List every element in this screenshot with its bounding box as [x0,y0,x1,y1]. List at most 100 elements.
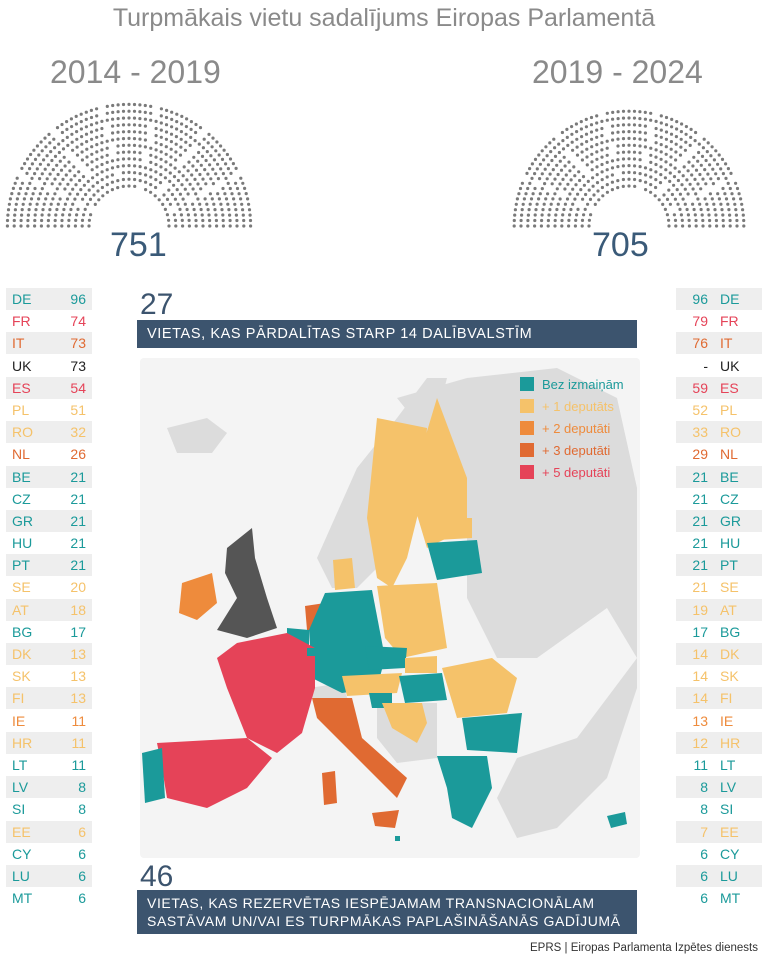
seat-dot [43,182,47,186]
seat-dot [35,202,39,206]
seat-dot [687,224,691,228]
seat-dot [111,110,115,114]
country-code: SI [720,801,734,818]
seat-dot [173,197,177,201]
seat-dot [121,102,126,107]
seat-dot [610,166,615,170]
seat-dot [116,117,120,121]
seat-dot [61,139,65,143]
seat-dot [199,207,203,212]
seat-dot [121,130,126,134]
seat-dot [659,128,663,132]
legend-label: Bez izmaiņām [542,376,624,392]
table-row: ES 54 [6,376,92,399]
country-code: AT [12,601,29,618]
seat-count: 21 [692,468,708,485]
country-code: EE [720,823,739,840]
seat-dot [556,202,560,206]
seat-dot [568,213,572,217]
seat-dot [589,115,594,120]
seat-dot [574,122,578,126]
seat-count: 73 [70,357,86,374]
seat-dot [665,197,670,201]
seat-dot [143,110,147,114]
seat-dot [212,158,216,162]
seat-dot [220,157,225,161]
seat-dot [235,186,240,191]
seat-dot [575,130,579,134]
seat-count: 76 [692,335,708,352]
seat-dot [79,112,83,116]
seat-dot [632,143,637,147]
seat-dot [53,224,57,228]
seat-dot [574,218,578,222]
seat-dot [514,202,518,206]
seat-dot [88,197,93,201]
seat-dot [633,164,637,168]
seat-dot [41,208,45,212]
seat-dot [585,163,589,167]
seat-dot [90,168,94,172]
seat-dot [680,122,684,126]
seat-dot [724,197,729,201]
seat-dot [688,143,692,147]
seat-dot [737,192,741,196]
country-code: PL [720,401,738,418]
seat-dot [149,183,153,187]
seat-dot [544,145,548,149]
seat-dot [571,148,575,152]
seat-dot [59,168,64,172]
seat-dot [632,150,637,154]
seat-dot [554,213,558,217]
seat-dot [181,197,185,201]
seat-dot [127,157,131,161]
map-denmark [333,558,355,590]
seat-dot [721,224,725,228]
seat-dot [38,177,42,181]
seat-dot [80,150,84,154]
seat-dot [649,183,653,187]
seat-dot [649,160,653,164]
seat-dot [714,149,718,153]
left-total-seats: 751 [110,226,167,264]
seat-dot [616,110,620,114]
seat-dot [67,224,71,228]
seat-dot [13,213,17,217]
seat-count: 21 [692,557,708,574]
seat-dot [595,143,599,147]
seat-dot [154,148,158,152]
seat-dot [60,122,64,127]
seat-dot [590,160,594,164]
seat-dot [46,192,50,196]
seat-dot [111,138,115,142]
seat-dot [570,132,574,136]
country-code: BE [12,468,31,485]
seat-dot [30,162,34,166]
seat-dot [686,169,690,173]
seat-dot [557,142,561,146]
map-malta [395,836,400,841]
seat-dot [20,181,24,185]
seat-dot [68,169,72,173]
seat-dot [154,162,158,167]
seat-dot [164,145,168,149]
country-code: SK [720,668,739,685]
seat-dot [196,197,200,201]
seat-dot [548,141,552,145]
seat-dot [82,183,86,187]
legend-swatch [520,465,534,479]
seat-dot [710,145,714,149]
seat-dot [197,150,201,155]
seat-dot [571,187,575,191]
seat-dot [585,140,589,144]
table-row: 7 EE [676,820,762,843]
country-code: PT [720,557,738,574]
seat-dot [221,224,225,228]
seat-dot [197,142,201,146]
seat-dot [96,189,100,193]
table-row: 14 FI [676,687,762,710]
seat-dot [45,177,49,181]
seat-dot [632,116,637,120]
seat-count: 6 [700,867,708,884]
legend-item: + 3 deputāti [520,439,624,461]
